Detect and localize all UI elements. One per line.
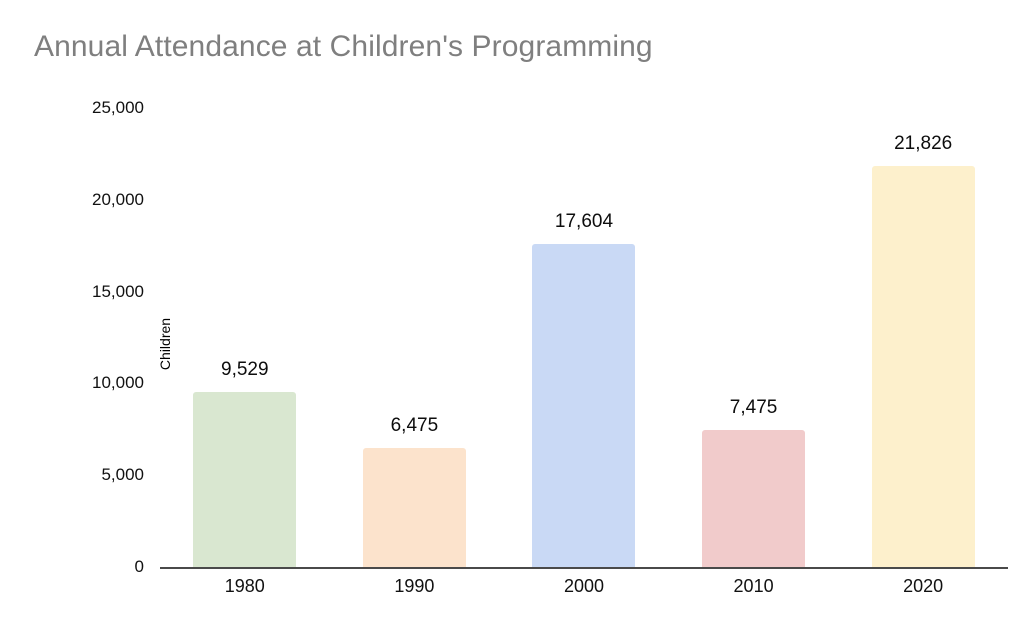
bar-slot: 7,475 [669,108,839,567]
bar-slot: 17,604 [499,108,669,567]
y-axis-tick-label: 5,000 [101,465,144,485]
x-axis-tick-label: 1990 [394,576,435,596]
y-axis-tick-label: 15,000 [92,281,144,301]
plot-area: Children 0 5,000 10,000 15,000 20,000 25,000 … [92,98,1008,576]
bar-value-label: 9,529 [221,359,269,381]
x-axis-line [160,567,1008,569]
bar-value-label: 7,475 [729,396,778,418]
y-axis-tick-label: 25,000 [92,98,144,117]
x-axis-tick-label: 2000 [563,576,604,596]
y-axis-tick-label: 0 [134,557,144,576]
bar-slot: 21,826 [838,108,1008,567]
bar[interactable] [702,429,806,567]
bar-value-label: 17,604 [554,210,614,232]
bar-slot: 9,529 [160,108,330,567]
bar-series: 9,529 6,475 17,604 7,475 21,826 [160,108,1008,567]
y-axis-tick-label: 10,000 [92,373,144,393]
chart-title: Annual Attendance at Children's Programm… [34,30,653,63]
x-axis-labels: 1980 1990 2000 2010 2020 [160,576,1008,606]
bar[interactable] [193,392,297,567]
y-axis-tick-label: 20,000 [92,189,144,209]
x-axis-tick-label: 2020 [903,576,944,596]
bar-value-label: 21,826 [894,133,953,155]
bar[interactable] [362,448,466,567]
bar[interactable] [532,243,636,567]
x-axis-tick-label: 2010 [733,576,774,596]
x-axis-tick-label: 1980 [224,576,265,596]
bar-slot: 6,475 [330,108,500,567]
bar[interactable] [871,166,975,567]
bar-value-label: 6,475 [390,415,439,437]
